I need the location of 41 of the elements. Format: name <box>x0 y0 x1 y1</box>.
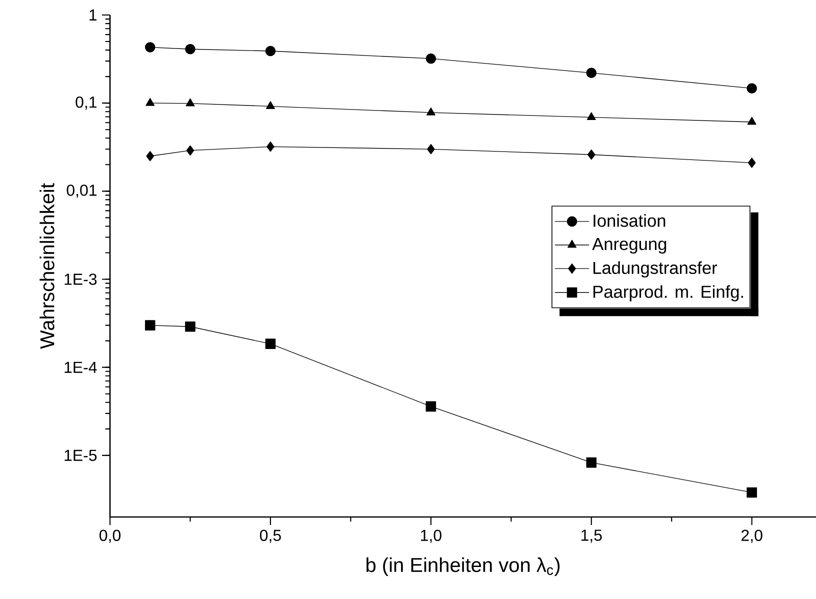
point <box>746 83 757 94</box>
point <box>426 53 436 64</box>
x-tick-label: 1,0 <box>421 530 442 543</box>
point <box>426 107 436 116</box>
point <box>146 98 155 106</box>
point <box>186 98 195 106</box>
x-tick-label: 2,0 <box>742 530 762 543</box>
point <box>146 150 154 162</box>
point <box>746 487 757 498</box>
point <box>426 144 435 154</box>
point <box>587 149 596 160</box>
x-tick-label: 0,0 <box>100 530 121 543</box>
point <box>186 145 194 156</box>
legend-label: Ionisation <box>594 214 666 227</box>
point <box>144 42 156 52</box>
point <box>586 112 596 120</box>
point <box>586 457 597 468</box>
y-axis-title: Wahrscheinlichkeit <box>40 183 54 349</box>
point <box>185 321 196 332</box>
y-tick-label: 0,1 <box>76 96 97 110</box>
point <box>747 116 756 125</box>
point <box>265 338 276 349</box>
y-tick-label: 1E-3 <box>64 274 97 285</box>
legend-label: Ladungstransfer <box>593 261 718 278</box>
y-tick-label: 1E-5 <box>64 450 97 462</box>
point <box>748 158 756 168</box>
point <box>266 101 275 110</box>
x-axis-title: b (in Einheiten von λ$_{c}$) <box>366 557 560 576</box>
x-tick-label: 1,5 <box>581 530 602 543</box>
point <box>426 401 436 412</box>
y-tick-label: 0,01 <box>66 184 97 198</box>
legend-label: Paarprod. m. Einfg. <box>593 285 744 302</box>
legend-label: Anregung <box>592 238 666 254</box>
y-tick-label: 1E-4 <box>64 362 97 373</box>
point <box>266 142 274 152</box>
point <box>185 44 196 54</box>
point <box>586 68 597 78</box>
x-tick-label: 0,5 <box>260 530 281 543</box>
point <box>265 46 276 56</box>
y-tick-label: 1 <box>90 10 97 20</box>
point <box>144 320 156 330</box>
